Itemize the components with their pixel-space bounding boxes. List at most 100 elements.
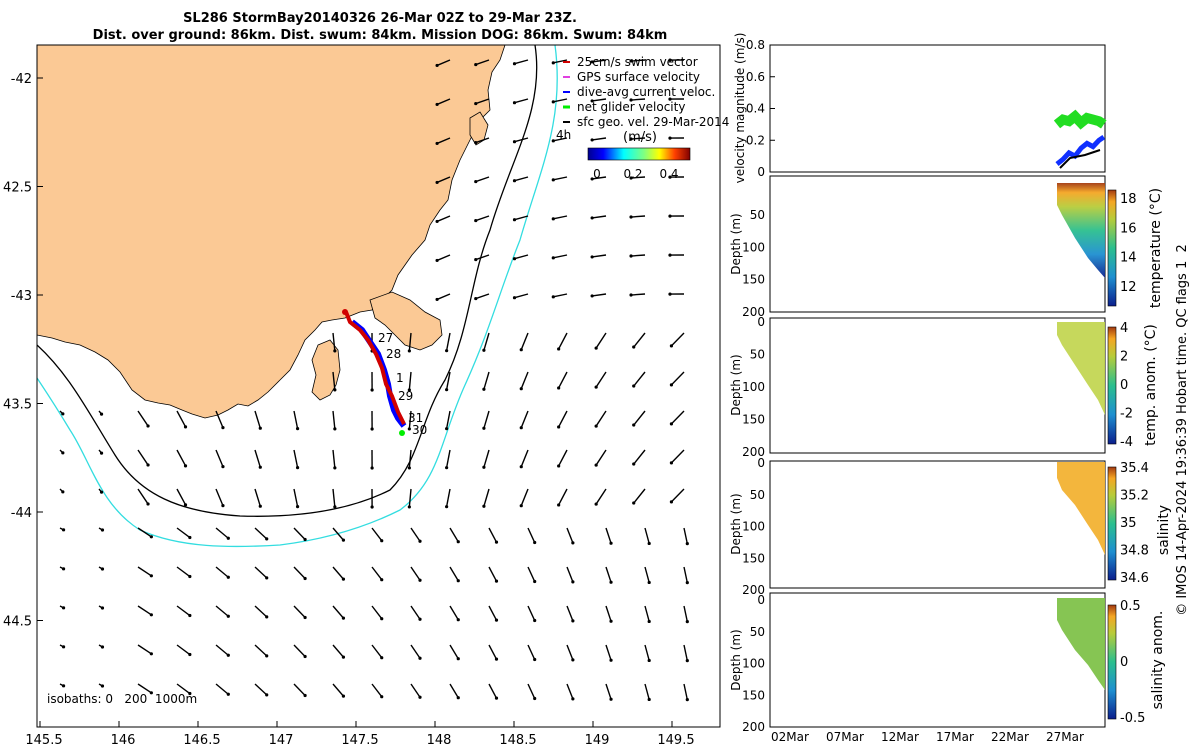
- velocity-arrowhead: [647, 658, 651, 663]
- colorbar-tick-label: 0.5: [1120, 599, 1141, 614]
- map-ytick-label: 42.5: [3, 181, 32, 196]
- velocity-arrowhead: [590, 294, 594, 298]
- velocity-arrowhead: [221, 504, 225, 508]
- day-label-1: 1: [396, 371, 404, 385]
- velocity-arrow: [527, 683, 536, 699]
- time-tick-label: 07Mar: [826, 730, 864, 744]
- depth-tick-label: 150: [742, 551, 765, 565]
- legend-dive-avg: dive-avg current veloc.: [577, 85, 715, 99]
- velocity-arrowhead: [445, 505, 449, 509]
- sal-anom-y-axis: 0 50 100 150 200: [742, 593, 765, 734]
- colorbar-tick-label: 34.8: [1120, 544, 1149, 559]
- temp-anom-ylabel: Depth (m): [729, 354, 743, 415]
- velocity-arrowhead: [647, 580, 651, 585]
- velocity-arrow: [408, 332, 412, 351]
- salinity-panel: 0 50 100 150 200 Depth (m) 35.4 35.2 35 34.8 34.…: [729, 456, 1172, 597]
- velocity-arrow: [445, 371, 451, 390]
- velocity-arrowhead: [418, 539, 422, 543]
- velocity-arrow: [293, 566, 306, 580]
- velocity-arrow: [488, 566, 498, 582]
- velocity-arrowhead: [482, 348, 486, 352]
- velocity-arrow: [215, 410, 224, 428]
- velocity-arrow: [408, 410, 412, 429]
- velocity-arrow: [215, 566, 229, 578]
- velocity-arrowhead: [474, 257, 478, 262]
- velocity-arrow: [630, 176, 646, 179]
- velocity-arrow: [520, 332, 529, 350]
- velocity-ytick-label: 0.8: [746, 38, 765, 52]
- velocity-arrow: [558, 371, 568, 389]
- velocity-arrowhead: [571, 697, 575, 701]
- velocity-arrowhead: [557, 347, 561, 351]
- colorbar-tick-2: 0.4: [659, 167, 678, 181]
- velocity-arrowhead: [226, 536, 230, 540]
- velocity-arrowhead: [668, 292, 672, 296]
- isobaths-note: isobaths: 0 200 1000m: [47, 692, 197, 706]
- depth-tick-label: 100: [742, 380, 765, 394]
- velocity-arrowhead: [380, 617, 384, 621]
- velocity-arrow: [630, 137, 646, 140]
- velocity-arrowhead: [456, 618, 460, 622]
- velocity-arrow: [644, 605, 650, 622]
- land-tasman-peninsula: [369, 291, 443, 351]
- depth-tick-label: 0: [757, 456, 765, 470]
- velocity-arrowhead: [519, 504, 523, 508]
- colorbar-tick-label: 0: [1120, 655, 1128, 670]
- velocity-arrow: [595, 332, 607, 349]
- velocity-arrow: [595, 488, 607, 505]
- velocity-arrowhead: [435, 258, 439, 263]
- velocity-arrow: [293, 488, 299, 507]
- sal-anom-colorbar: [1107, 604, 1117, 720]
- depth-tick-label: 200: [742, 583, 765, 597]
- velocity-arrowhead: [519, 426, 523, 430]
- velocity-arrow: [644, 683, 650, 700]
- depth-tick-label: 150: [742, 273, 765, 287]
- velocity-arrow: [483, 488, 490, 507]
- velocity-arrow: [553, 215, 568, 220]
- velocity-arrow: [483, 332, 490, 351]
- velocity-arrow: [215, 449, 224, 467]
- temp-anom-section: [1057, 322, 1105, 415]
- velocity-arrowhead: [149, 613, 153, 617]
- velocity-arrow: [553, 137, 568, 142]
- colorbar-tick-label: 4: [1120, 321, 1128, 336]
- velocity-arrowhead: [61, 490, 65, 494]
- velocity-arrowhead: [341, 616, 346, 620]
- velocity-arrowhead: [474, 179, 478, 184]
- velocity-arrowhead: [669, 383, 674, 387]
- depth-tick-label: 100: [742, 657, 765, 671]
- velocity-arrow: [553, 176, 568, 181]
- velocity-arrowhead: [149, 574, 153, 578]
- velocity-arrow: [137, 683, 152, 694]
- velocity-arrowhead: [668, 175, 672, 179]
- land-tasmania: [37, 45, 506, 419]
- velocity-arrowhead: [551, 61, 555, 65]
- velocity-arrow: [527, 527, 536, 543]
- velocity-arrow: [683, 683, 688, 700]
- map-ytick-label: -44: [11, 506, 32, 521]
- velocity-arrowhead: [512, 218, 517, 222]
- velocity-arrowhead: [370, 466, 374, 470]
- velocity-arrowhead: [183, 425, 188, 429]
- temperature-cb-label: temperature (°C): [1148, 188, 1164, 308]
- velocity-arrow: [630, 293, 646, 296]
- velocity-arrow: [475, 59, 490, 66]
- velocity-arrowhead: [668, 97, 672, 101]
- velocity-arrowhead: [303, 615, 307, 620]
- velocity-arrow: [332, 566, 344, 580]
- velocity-arrowhead: [146, 463, 150, 467]
- velocity-arrowhead: [474, 218, 478, 223]
- velocity-arrowhead: [149, 535, 153, 539]
- velocity-arrow: [558, 488, 568, 506]
- temp-anom-colorbar-ticks: 4 2 0 -2 -4: [1120, 321, 1133, 450]
- time-tick-label: 17Mar: [936, 730, 974, 744]
- colorbar-tick-label: 35.2: [1120, 489, 1149, 504]
- velocity-arrowhead: [341, 655, 346, 659]
- velocity-arrowhead: [551, 100, 555, 104]
- velocity-arrowhead: [494, 657, 499, 661]
- velocity-arrow: [483, 410, 490, 429]
- velocity-arrow: [605, 566, 612, 583]
- salinity-colorbar: [1107, 466, 1117, 581]
- velocity-arrow: [445, 332, 451, 351]
- salinity-y-axis: 0 50 100 150 200: [742, 456, 765, 597]
